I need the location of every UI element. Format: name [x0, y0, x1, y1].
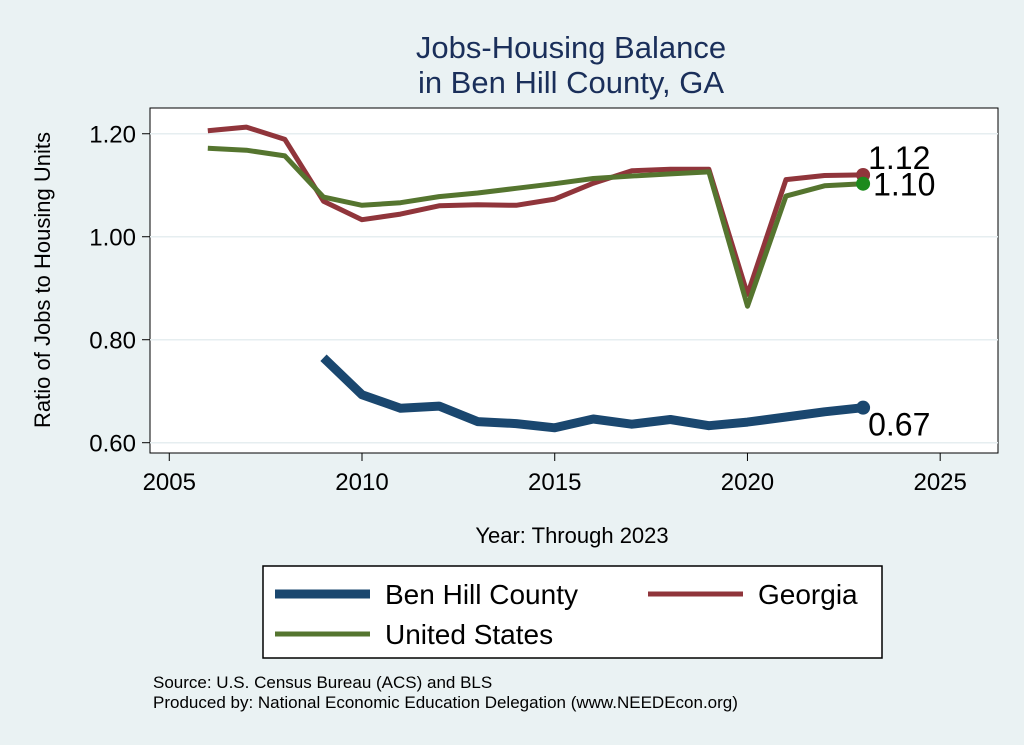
y-axis-label: Ratio of Jobs to Housing Units: [30, 132, 55, 428]
legend-label-2: United States: [385, 619, 553, 650]
y-tick-label: 1.00: [89, 225, 136, 252]
series-line-2: [207, 145, 864, 309]
x-tick-label: 2025: [913, 469, 966, 496]
series-lines: [207, 124, 871, 433]
y-tick-label: 0.80: [89, 328, 136, 355]
chart-title-line-1: Jobs-Housing Balance: [416, 30, 726, 65]
series-end-marker-2: [856, 176, 871, 191]
x-tick-label: 2010: [335, 469, 388, 496]
series-end-marker-0: [856, 400, 871, 415]
end-labels: 0.67 1.121.10: [868, 140, 935, 443]
legend-box: [262, 565, 883, 659]
series-line-0: [320, 354, 864, 433]
producer-note: Produced by: National Economic Education…: [153, 693, 738, 712]
legend: Ben Hill County Georgia United States: [275, 579, 858, 650]
y-tick-label: 0.60: [89, 431, 136, 458]
x-tick-label: 2015: [528, 469, 581, 496]
x-axis-label: Year: Through 2023: [475, 523, 668, 548]
series-end-label-2: 1.10: [873, 167, 935, 203]
series-end-label-1: 1.12: [868, 140, 930, 176]
legend-label-1: Georgia: [758, 579, 858, 610]
source-note: Source: U.S. Census Bureau (ACS) and BLS: [153, 673, 492, 692]
series-end-label-0: 0.67: [868, 407, 930, 443]
y-tick-label: 1.20: [89, 122, 136, 149]
chart-title-line-2: in Ben Hill County, GA: [418, 65, 724, 100]
grid-lines: [150, 132, 998, 444]
x-tick-label: 2005: [143, 469, 196, 496]
axes: 0.60 0.80 1.00 1.20 2005 2010 2015 2020 2025: [89, 122, 967, 496]
x-tick-label: 2020: [721, 469, 774, 496]
legend-label-0: Ben Hill County: [385, 579, 578, 610]
